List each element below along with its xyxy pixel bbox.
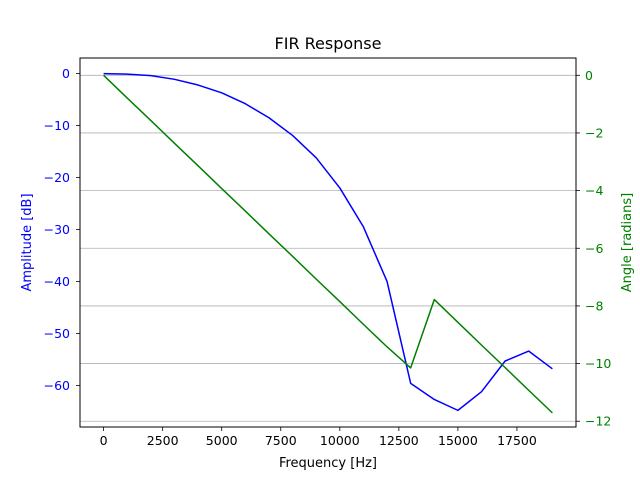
y-right-tick-label: −10 bbox=[585, 356, 611, 371]
y-left-tick-label: −40 bbox=[44, 274, 70, 289]
y-right-tick-label: −2 bbox=[585, 125, 603, 140]
y-right-tick-label: −4 bbox=[585, 183, 603, 198]
y-right-axis-title: Angle [radians] bbox=[620, 193, 635, 292]
y-right-tick-label: −8 bbox=[585, 298, 603, 313]
x-axis-ticks: 0 2500 5000 7500 10000 12500 15000 17500 bbox=[100, 427, 537, 448]
y-left-axis-ticks: 0 −10 −20 −30 −40 −50 −60 bbox=[44, 66, 80, 393]
y-left-tick-label: −20 bbox=[44, 170, 70, 185]
y-left-axis-title: Amplitude [dB] bbox=[20, 193, 35, 291]
grid-lines bbox=[80, 74, 576, 422]
y-left-tick-label: −30 bbox=[44, 222, 70, 237]
plot-frame bbox=[79, 57, 577, 428]
angle-series-line bbox=[103, 74, 553, 414]
y-right-axis-ticks: 0 −2 −4 −6 −8 −10 −12 bbox=[576, 68, 611, 429]
y-right-tick-label: 0 bbox=[585, 68, 593, 83]
x-tick-label: 5000 bbox=[206, 433, 238, 448]
x-axis-title: Frequency [Hz] bbox=[279, 456, 377, 471]
chart-title: FIR Response bbox=[275, 34, 382, 53]
y-left-tick-label: 0 bbox=[62, 66, 70, 81]
x-tick-label: 7500 bbox=[265, 433, 297, 448]
x-tick-label: 2500 bbox=[147, 433, 179, 448]
y-left-tick-label: −50 bbox=[44, 326, 70, 341]
amplitude-series-line bbox=[103, 72, 553, 412]
x-tick-label: 10000 bbox=[320, 433, 360, 448]
x-tick-label: 0 bbox=[100, 433, 108, 448]
x-tick-label: 15000 bbox=[438, 433, 478, 448]
y-left-tick-label: −60 bbox=[44, 378, 70, 393]
x-tick-label: 12500 bbox=[379, 433, 419, 448]
y-left-tick-label: −10 bbox=[44, 118, 70, 133]
x-tick-label: 17500 bbox=[497, 433, 537, 448]
y-right-tick-label: −6 bbox=[585, 241, 603, 256]
y-right-tick-label: −12 bbox=[585, 414, 611, 429]
series-layer bbox=[103, 72, 553, 414]
